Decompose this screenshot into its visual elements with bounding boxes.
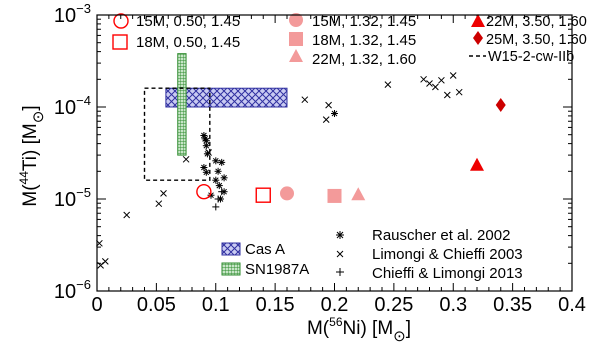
point-rauscher-et-al-2002 [218, 158, 226, 166]
legend-label-rauscher: Rauscher et al. 2002 [372, 227, 510, 244]
point-rauscher-et-al-2002 [331, 110, 338, 117]
point-rauscher-et-al-2002 [214, 167, 222, 175]
legend-label-18m-050: 18M, 0.50, 1.45 [136, 34, 240, 51]
legend-marker-15m-132 [289, 13, 303, 27]
point-model-15m-0-50-1-45 [196, 184, 212, 200]
region-sn1987a [177, 53, 187, 156]
x-tick-label: 0.4 [558, 294, 586, 316]
point-model-22m-1-32-1-60 [351, 187, 366, 201]
legend-marker-22m-350 [471, 14, 485, 27]
legend-label-w15: W15-2-cw-IIb [488, 49, 574, 65]
point-limongi-chieffi-2003 [420, 75, 427, 83]
point-model-15m-1-32-1-45 [280, 186, 294, 201]
point-limongi-chieffi-2003 [325, 101, 332, 109]
point-model-18m-1-32-1-45 [327, 188, 342, 203]
plot-area: 0 0.05 0.1 0.15 0.2 0.25 0.3 0.35 0.4 10−6 10−5 10−… [54, 1, 586, 316]
point-limongi-chieffi-2003 [443, 91, 451, 99]
legend-label-15m-050: 15M, 0.50, 1.45 [136, 13, 240, 30]
point-chieffi-limongi-2013 [218, 188, 226, 196]
x-tick-label: 0.1 [202, 294, 230, 316]
x-tick-label: 0.05 [137, 294, 176, 316]
legend-marker-18m-050 [112, 34, 128, 50]
legend-label-chieffi: Chieffi & Limongi 2013 [372, 265, 523, 282]
point-limongi-chieffi-2003 [101, 258, 109, 265]
legend-marker-18m-132 [289, 32, 303, 46]
x-tick-label: 0.25 [374, 294, 413, 316]
legend-label-limongi: Limongi & Chieffi 2003 [372, 246, 523, 263]
point-rauscher-et-al-2002 [212, 157, 220, 165]
legend-marker-15m-050 [113, 13, 129, 29]
model-legend: 15M, 0.50, 1.45 18M, 0.50, 1.45 15M, 1.3… [112, 13, 587, 68]
point-model-25m-3-50-1-60 [495, 98, 506, 113]
region-w15-2-cw-iib [143, 87, 211, 181]
y-tick-label: 10−5 [54, 185, 91, 211]
y-axis-label: M(44Ti) [M⊙] [17, 105, 47, 206]
point-rauscher-et-al-2002 [220, 174, 228, 182]
point-rauscher-et-al-2002 [215, 182, 223, 190]
point-rauscher-et-al-2002 [202, 142, 210, 150]
point-model-22m-3-50-1-60 [470, 157, 484, 171]
legend-label-22m-132: 22M, 1.32, 1.60 [312, 51, 416, 68]
x-tick-label: 0.15 [256, 294, 295, 316]
plot-frame [96, 14, 573, 292]
legend-label-cas-a: Cas A [245, 241, 285, 258]
point-limongi-chieffi-2003 [322, 116, 330, 123]
point-limongi-chieffi-2003 [449, 72, 457, 79]
legend-marker-chieffi [336, 268, 344, 276]
point-limongi-chieffi-2003 [301, 96, 309, 104]
point-rauscher-et-al-2002 [202, 137, 210, 145]
point-limongi-chieffi-2003 [155, 200, 163, 208]
point-limongi-chieffi-2003 [182, 155, 190, 163]
point-rauscher-et-al-2002 [202, 168, 210, 176]
point-limongi-chieffi-2003 [384, 81, 392, 88]
point-limongi-chieffi-2003 [123, 211, 131, 219]
point-limongi-chieffi-2003 [205, 149, 212, 156]
legend-marker-cas-a [221, 242, 241, 256]
legend-label-22m-350: 22M, 3.50, 1.60 [486, 14, 587, 30]
point-limongi-chieffi-2003 [160, 190, 167, 197]
y-tick-label: 10−6 [54, 277, 91, 303]
legend-marker-rauscher [336, 231, 344, 239]
observation-legend: Cas A SN1987A [221, 241, 309, 278]
point-limongi-chieffi-2003 [438, 76, 445, 84]
legend-label-18m-132: 18M, 1.32, 1.45 [312, 32, 416, 49]
legend-label-15m-132: 15M, 1.32, 1.45 [312, 13, 416, 30]
point-limongi-chieffi-2003 [432, 83, 439, 91]
point-limongi-chieffi-2003 [455, 88, 463, 96]
legend-marker-limongi [336, 250, 344, 258]
point-rauscher-et-al-2002 [212, 176, 220, 184]
region-cas-a [165, 87, 288, 108]
legend-label-sn1987a: SN1987A [245, 261, 309, 278]
y-tick-label: 10−3 [54, 1, 91, 27]
literature-legend: Rauscher et al. 2002 Limongi & Chieffi 2… [336, 227, 523, 282]
x-axis-label: M(56Ni) [M⊙] [307, 315, 411, 345]
x-tick-label: 0 [91, 294, 102, 316]
legend-marker-25m-350 [473, 31, 483, 45]
point-chieffi-limongi-2013 [214, 195, 222, 203]
point-chieffi-limongi-2013 [212, 203, 220, 211]
x-tick-label: 0.2 [321, 294, 349, 316]
legend-marker-22m-132 [289, 49, 303, 62]
legend-marker-sn1987a [221, 262, 241, 276]
y-tick-label: 10−4 [54, 93, 91, 119]
point-model-18m-0-50-1-45 [255, 187, 271, 203]
x-tick-label: 0.35 [493, 294, 532, 316]
point-limongi-chieffi-2003 [426, 80, 433, 87]
legend-label-25m-350: 25M, 3.50, 1.60 [486, 32, 587, 48]
x-tick-label: 0.3 [439, 294, 467, 316]
